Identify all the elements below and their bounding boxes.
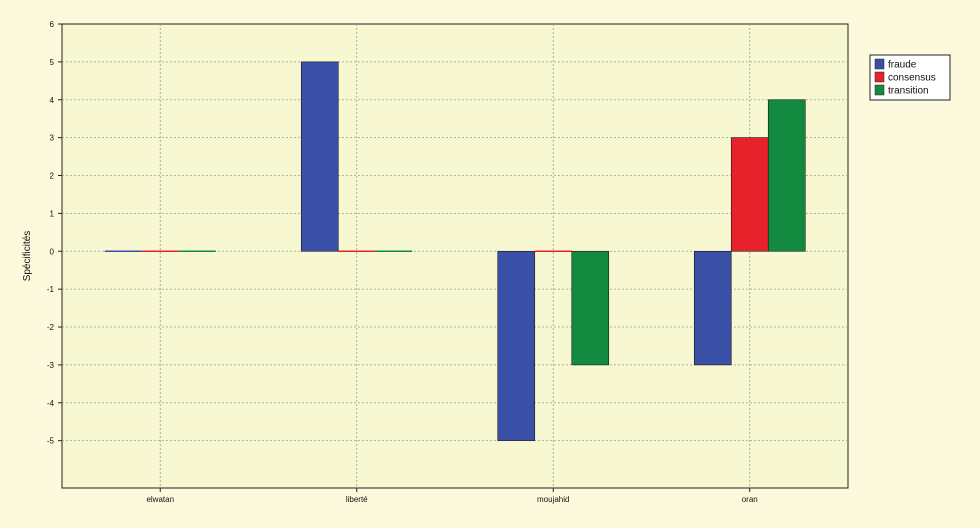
x-tick-label: oran	[742, 495, 758, 504]
y-tick-label: -5	[47, 437, 55, 446]
bar-fraude-liberté	[300, 61, 339, 252]
legend-swatch-transition	[874, 84, 885, 96]
legend-swatch-consensus	[874, 71, 885, 83]
y-tick-label: -2	[47, 323, 55, 332]
y-tick-label: 2	[50, 172, 55, 181]
x-tick-label: elwatan	[146, 495, 174, 504]
bar-consensus-oran	[730, 137, 769, 252]
grid-lines	[62, 24, 848, 488]
legend-label-consensus: consensus	[888, 73, 936, 84]
legend-swatch-fraude	[874, 58, 885, 70]
y-tick-label: 6	[50, 20, 55, 29]
y-tick-label: 5	[50, 58, 55, 67]
y-tick-label: -4	[47, 399, 55, 408]
legend-label-transition: transition	[888, 86, 929, 97]
bar-fraude-moujahid	[497, 250, 536, 441]
bar-fraude-oran	[693, 250, 732, 366]
legend: fraude consensus transition	[869, 54, 951, 101]
x-tick-label: moujahid	[537, 495, 569, 504]
y-tick-label: 4	[50, 96, 55, 105]
legend-label-fraude: fraude	[888, 60, 917, 71]
bar-transition-moujahid	[571, 250, 610, 366]
bars	[104, 61, 806, 441]
y-tick-label: 3	[50, 134, 55, 143]
y-tick-label: 1	[50, 209, 55, 218]
bar-transition-oran	[767, 99, 806, 252]
y-tick-label: -1	[47, 285, 55, 294]
y-tick-label: 0	[50, 247, 55, 256]
y-tick-label: -3	[47, 361, 55, 370]
axes: 6 5 4 3 2 1 0 -1 -2 -3 -4 -5 elwatan liberté moujahid o…	[47, 20, 758, 504]
y-axis-label: Spécificités	[22, 231, 33, 282]
x-tick-label: liberté	[346, 495, 368, 504]
